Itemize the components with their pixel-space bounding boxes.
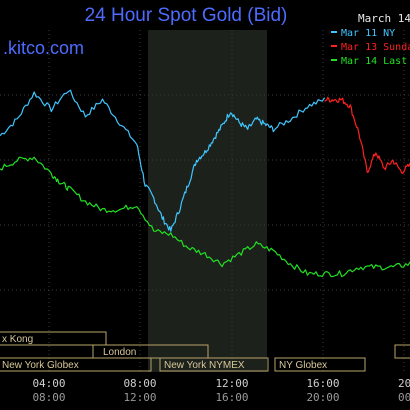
date-label: March 14 bbox=[358, 12, 410, 25]
x-tick-bottom-2: 16:00 bbox=[215, 391, 248, 404]
series-line-0 bbox=[0, 89, 326, 232]
session-label-london: London bbox=[103, 347, 136, 358]
session-hong-kong bbox=[0, 331, 107, 346]
session-label-ny-globex: New York Globex bbox=[2, 360, 79, 371]
x-tick-top-1: 08:00 bbox=[123, 377, 156, 390]
session-ny-globex-left bbox=[0, 357, 152, 372]
x-tick-bottom-0: 08:00 bbox=[32, 391, 65, 404]
series-lines bbox=[0, 89, 410, 278]
session-nymex bbox=[159, 357, 269, 372]
session-label-nymex: New York NYMEX bbox=[164, 360, 245, 371]
x-tick-top-4: 20 bbox=[398, 377, 410, 390]
chart-title: 24 Hour Spot Gold (Bid) bbox=[85, 5, 288, 26]
brand-logo-text: .kitco.com bbox=[3, 38, 84, 58]
nymex-session-band bbox=[148, 30, 267, 372]
legend-label-mar14: Mar 14 Last bbox=[341, 56, 407, 67]
legend-label-mar11: Mar 11 NY bbox=[341, 28, 395, 39]
series-line-2 bbox=[0, 156, 410, 278]
chart-grid bbox=[0, 30, 410, 372]
x-tick-bottom-3: 20:00 bbox=[306, 391, 339, 404]
session-label-ny-globex-2: NY Globex bbox=[279, 360, 327, 371]
session-bars bbox=[0, 331, 410, 372]
session-label-hong-kong: x Kong bbox=[2, 334, 33, 345]
session-ny-globex-right bbox=[274, 357, 366, 372]
x-tick-bottom-4: 00 bbox=[398, 391, 410, 404]
x-tick-bottom-1: 12:00 bbox=[123, 391, 156, 404]
legend: Mar 11 NY Mar 13 Sunday Mar 14 Last bbox=[331, 28, 410, 67]
x-tick-top-2: 12:00 bbox=[215, 377, 248, 390]
session-hong-kong-right bbox=[394, 344, 410, 359]
series-line-1 bbox=[324, 96, 410, 174]
x-tick-top-3: 16:00 bbox=[306, 377, 339, 390]
legend-label-mar13: Mar 13 Sunday bbox=[341, 42, 410, 53]
x-tick-top-0: 04:00 bbox=[32, 377, 65, 390]
